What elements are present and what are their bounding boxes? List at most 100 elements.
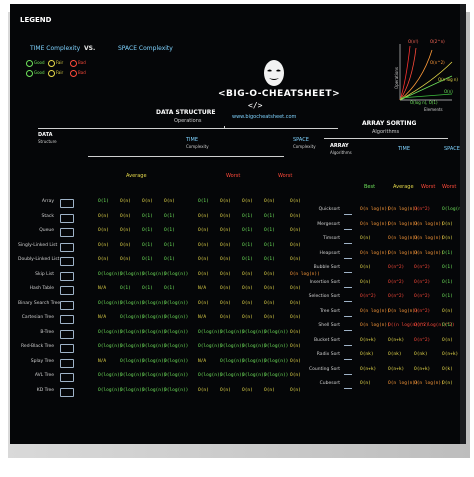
sort-cell: O(1) (442, 279, 453, 285)
sort-cell: O(n+k) (360, 366, 377, 372)
structure-diagram-icon (60, 329, 74, 339)
sort-cell: O(n log(n)) (388, 221, 418, 227)
ds-cell: O(1) (164, 228, 175, 233)
ds-cell: O(n) (290, 228, 301, 233)
brand-title: <BIG-O-CHEATSHEET> (218, 89, 341, 99)
sort-cell: O(n^2) (414, 294, 431, 299)
ds-cell: O(1) (142, 228, 153, 233)
legend-chip-icon (26, 70, 33, 77)
ds-cell: O(log(n)) (164, 344, 189, 349)
legend-chip-label: Fair (56, 70, 64, 75)
sort-cell: O(n log(n)) (360, 250, 390, 256)
ds-cell: O(1) (264, 242, 275, 248)
sort-cell: O(n+k) (360, 337, 377, 343)
sort-worst-label: Worst (421, 184, 436, 190)
sort-row-label: Bubble Sort (313, 265, 340, 270)
sort-cell: O(n log(n)) (388, 207, 418, 212)
ds-cell: O(1) (142, 257, 153, 262)
ds-cell: O(n) (290, 373, 301, 378)
ds-cell: O(log(n)) (164, 329, 189, 335)
sort-bars-icon (344, 207, 352, 215)
legend-time-label: TIME Complexity (30, 45, 81, 52)
sort-cell: O(n^2) (388, 279, 405, 285)
ds-cell: O(log(n)) (142, 329, 167, 335)
ds-cell: O(log(n)) (98, 271, 123, 277)
ds-row-label: Red-Black Tree (21, 344, 54, 349)
ds-cell: O(log(n)) (98, 387, 123, 393)
ds-cell: O(n) (220, 271, 231, 277)
ds-cell: O(1) (242, 257, 253, 262)
structure-diagram-icon (60, 358, 74, 368)
brand-code-symbol: </> (248, 101, 263, 110)
ds-cell: O(n) (290, 358, 301, 364)
ds-row-label: Binary Search Tree (18, 300, 61, 306)
sort-cell: O(1) (442, 323, 453, 328)
graph-label-nlogn: O(n log n) (438, 77, 458, 82)
sort-cell: O(nk) (388, 352, 402, 357)
ds-cell: O(n) (264, 300, 275, 306)
ds-cell: O(n) (290, 199, 301, 204)
ds-cell: O(n) (264, 387, 275, 393)
legend-chip-label: Bad (78, 60, 86, 65)
graph-label-factorial: O(n!) (408, 39, 419, 44)
sort-bars-icon (344, 367, 352, 375)
ds-cell: O(1) (198, 199, 209, 204)
ds-cell: O(log(n)) (242, 344, 267, 349)
sort-cell: O(n log(n)) (388, 236, 418, 241)
ds-cell: O(n) (290, 213, 301, 219)
ds-cell: O(n) (120, 228, 131, 233)
ds-cell: O(n) (120, 257, 131, 262)
sort-cell: O(1) (442, 250, 453, 256)
ds-cell: O(1) (142, 213, 153, 219)
ds-cell: O(n) (290, 329, 301, 335)
sort-cell: O(n^2) (414, 308, 431, 314)
sort-row-label: Cubesort (319, 381, 340, 386)
sort-space-worst-label: Worst (442, 184, 457, 190)
ds-worst-label: Worst (226, 173, 241, 179)
legend-chip-icon (70, 70, 77, 77)
ds-cell: O(n) (98, 213, 109, 219)
ds-cell: O(1) (164, 286, 175, 291)
ds-cell: O(1) (142, 242, 153, 248)
graph-y-axis-label: Operations (394, 67, 399, 89)
sort-bars-icon (344, 323, 352, 331)
ds-cell: O(log(n)) (242, 373, 267, 378)
sort-cell: O(n) (442, 337, 453, 343)
ds-cell: N/A (98, 358, 107, 364)
sort-section-sub: Algorithms (372, 129, 400, 135)
ds-row-label: B-Tree (40, 329, 54, 335)
legend-chip-label: Good (34, 70, 45, 75)
sort-cell: O(n^2) (388, 294, 405, 299)
ds-tree-line (38, 128, 338, 129)
brand-url: www.bigocheatsheet.com (232, 114, 297, 120)
ds-cell: O(n) (220, 315, 231, 320)
legend-chip-label: Fair (56, 60, 64, 65)
sort-tree-line (324, 138, 448, 139)
ds-cell: O(log(n)) (120, 315, 145, 320)
structure-diagram-icon (60, 228, 74, 237)
sort-cell: O(n log(n)) (414, 250, 444, 256)
structure-diagram-icon (60, 300, 74, 310)
sort-cell: O(1) (442, 294, 453, 299)
sort-cell: O(n log(n)) (414, 381, 444, 386)
structure-diagram-icon (60, 387, 74, 397)
sort-cell: O(n log(n)) (360, 323, 390, 328)
sort-cell: O(n+k) (388, 366, 405, 372)
ds-cell: O(n) (198, 300, 209, 306)
ds-cell: O(1) (164, 242, 175, 248)
graph-label-quadratic: O(n^2) (430, 60, 445, 65)
ds-cell: O(n) (220, 257, 231, 262)
structure-diagram-icon (60, 344, 74, 353)
ds-cell: O(n) (120, 242, 131, 248)
graph-label-exponential: O(2^n) (430, 39, 445, 44)
ds-cell: O(n) (264, 271, 275, 277)
sort-cell: O(n) (442, 308, 453, 314)
ds-cell: O(log(n)) (220, 373, 245, 378)
ds-cell: O(log(n)) (142, 300, 167, 306)
sort-cell: O(n log(n)) (360, 207, 390, 212)
ds-cell: O(n) (220, 213, 231, 219)
structure-diagram-icon (60, 286, 74, 295)
ds-cell: O(log(n)) (98, 344, 123, 349)
ds-cell: O(n) (290, 344, 301, 349)
ds-cell: O(log(n)) (220, 329, 245, 335)
